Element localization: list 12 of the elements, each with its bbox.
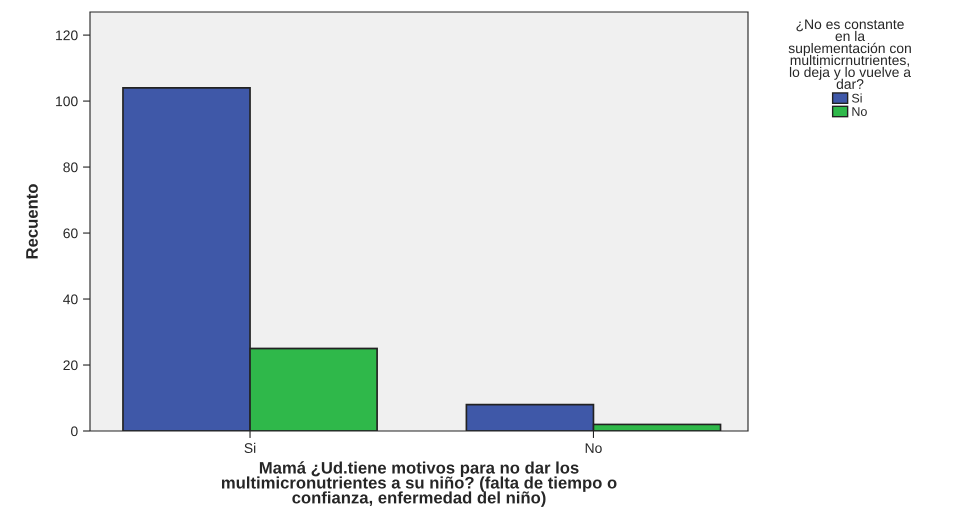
y-axis-title: Recuento [26,184,38,258]
y-tick-label: 40 [63,294,78,304]
y-tick-label: 80 [63,162,78,172]
x-axis-title: Mamá ¿Ud.tiene motivos para no dar los multimicronutrientes a su niño? (falta de tiempo o confianza, enfermedad del niño) [222,461,617,507]
y-tick-label: 120 [56,30,78,40]
y-tick-label: 60 [63,228,78,238]
y-tick-label: 0 [71,426,78,436]
legend-title: ¿No es constante en la suplementación con multimicrnutrientes, lo deja y lo vuelve a dar? [788,19,911,89]
y-tick-label: 100 [56,96,78,106]
legend-label: Si [852,93,862,103]
legend-label: No [852,107,867,116]
y-tick-label: 20 [63,360,78,370]
